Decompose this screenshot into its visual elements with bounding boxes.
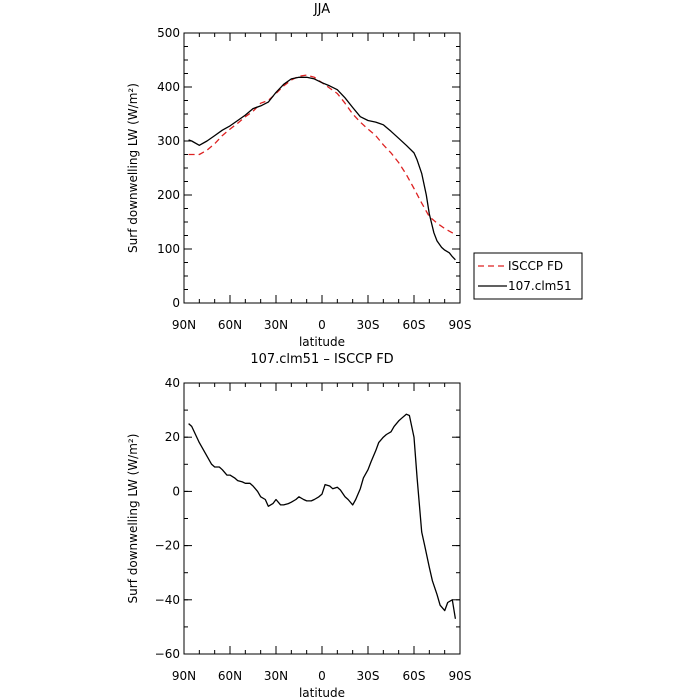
x-axis-label: latitude (299, 686, 345, 700)
x-tick-label: 90S (449, 669, 472, 683)
chart-title: 107.clm51 – ISCCP FD (250, 352, 393, 367)
x-tick-label: 60S (403, 669, 426, 683)
legend-label: 107.clm51 (508, 279, 572, 293)
plot-frame (183, 382, 461, 655)
legend-label: ISCCP FD (508, 259, 563, 273)
x-tick-label: 90N (172, 318, 196, 332)
x-tick-label: 0 (318, 669, 326, 683)
legend: ISCCP FD 107.clm51 (473, 252, 583, 300)
y-tick-label: −40 (155, 593, 180, 607)
y-tick-label: 0 (172, 296, 180, 310)
chart-bottom: 90N 60N 30N 0 30S 60S 90S −60 −40 −20 0 20 40 107.clm… (126, 352, 471, 700)
series-line-1-0 (188, 413, 457, 619)
chart-title: JJA (313, 2, 330, 17)
x-tick-label: 30N (264, 669, 288, 683)
x-tick-label: 30N (264, 318, 288, 332)
series-line-0-1 (188, 76, 456, 261)
x-tick-label: 0 (318, 318, 326, 332)
y-axis-label: Surf downwelling LW (W/m²) (126, 434, 140, 604)
y-tick-label: 40 (165, 376, 180, 390)
x-tick-label: 90N (172, 669, 196, 683)
y-tick-label: −60 (155, 647, 180, 661)
y-axis-label: Surf downwelling LW (W/m²) (126, 83, 140, 253)
chart-top: 90N 60N 30N 0 30S 60S 90S 0 100 200 300 400 500 JJA la… (126, 2, 471, 349)
y-tick-label: 100 (157, 242, 180, 256)
y-tick-label: 300 (157, 134, 180, 148)
legend-box (473, 252, 583, 300)
x-axis-label: latitude (299, 335, 345, 349)
x-tick-label: 60N (218, 318, 242, 332)
x-tick-label: 90S (449, 318, 472, 332)
plot-frame (183, 32, 461, 304)
x-tick-label: 60S (403, 318, 426, 332)
y-tick-label: 200 (157, 188, 180, 202)
x-tick-label: 60N (218, 669, 242, 683)
y-tick-label: 20 (165, 430, 180, 444)
y-tick-label: −20 (155, 539, 180, 553)
y-tick-label: 400 (157, 80, 180, 94)
y-tick-label: 0 (172, 484, 180, 498)
x-tick-label: 30S (357, 318, 380, 332)
y-tick-label: 500 (157, 26, 180, 40)
x-tick-label: 30S (357, 669, 380, 683)
